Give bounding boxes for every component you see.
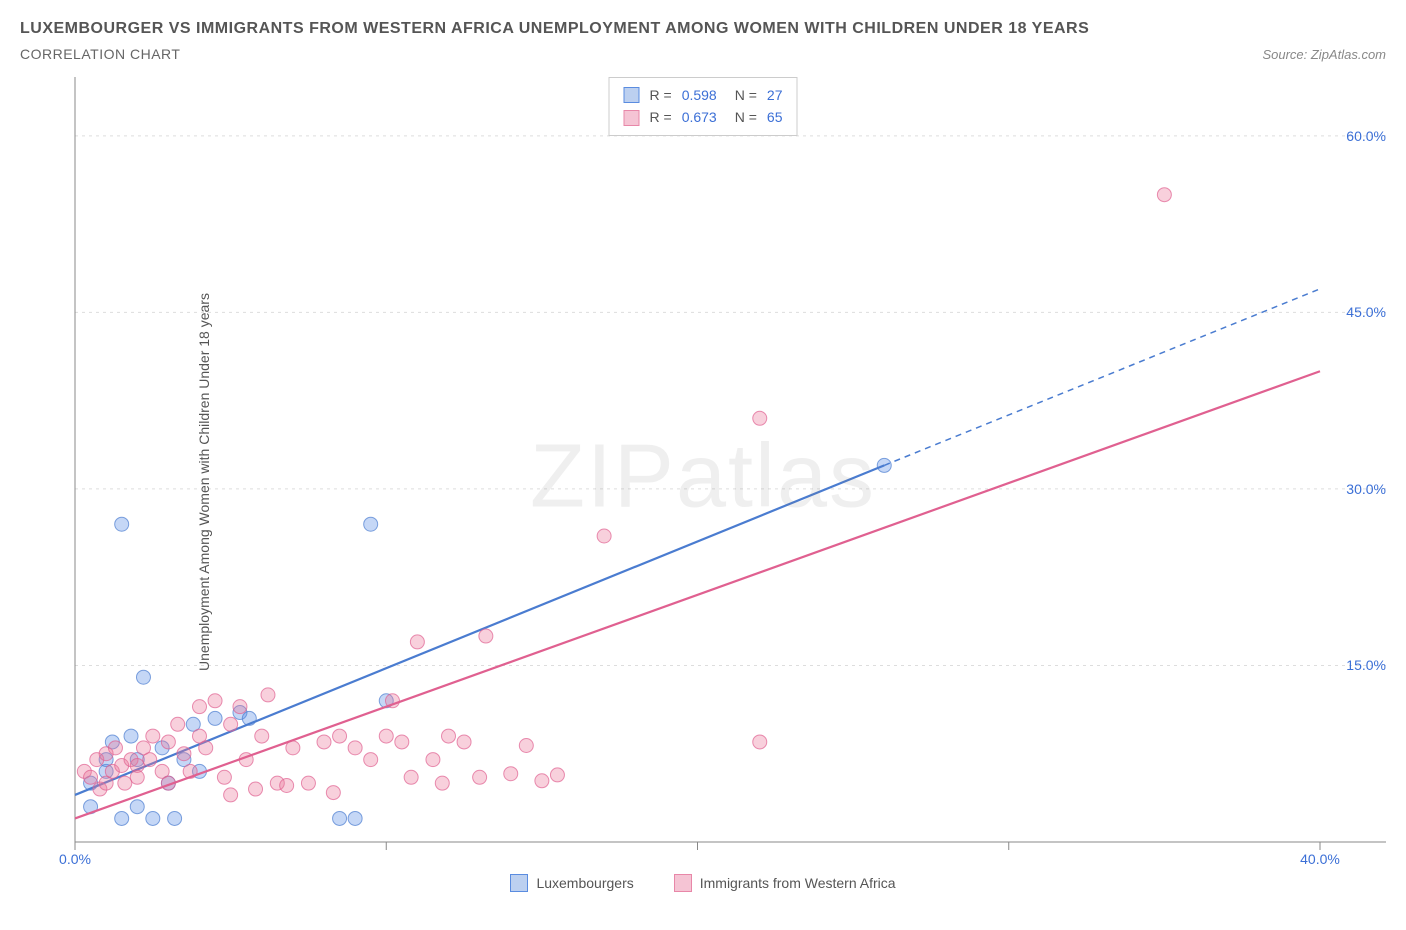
legend-item-1: Immigrants from Western Africa (674, 874, 896, 892)
chart-subtitle: CORRELATION CHART (20, 46, 180, 62)
correlation-row-1: R = 0.673N = 65 (624, 106, 783, 128)
header: LUXEMBOURGER VS IMMIGRANTS FROM WESTERN … (20, 20, 1386, 62)
x-tick-label: 40.0% (1300, 851, 1340, 867)
correlation-row-0: R = 0.598N = 27 (624, 84, 783, 106)
y-tick-label: 30.0% (1346, 481, 1386, 497)
scatter-plot (20, 72, 1386, 862)
chart-area: Unemployment Among Women with Children U… (20, 72, 1386, 892)
legend-item-0: Luxembourgers (510, 874, 633, 892)
y-tick-label: 60.0% (1346, 128, 1386, 144)
y-tick-label: 45.0% (1346, 304, 1386, 320)
legend-swatch-0 (510, 874, 528, 892)
legend-swatch-1 (674, 874, 692, 892)
correlation-legend: R = 0.598N = 27R = 0.673N = 65 (609, 77, 798, 136)
x-tick-label: 0.0% (59, 851, 91, 867)
legend-label-1: Immigrants from Western Africa (700, 875, 896, 891)
series-legend: Luxembourgers Immigrants from Western Af… (20, 874, 1386, 892)
y-tick-label: 15.0% (1346, 657, 1386, 673)
source-credit: Source: ZipAtlas.com (1262, 47, 1386, 62)
legend-label-0: Luxembourgers (536, 875, 633, 891)
y-axis-label: Unemployment Among Women with Children U… (196, 293, 212, 671)
chart-title: LUXEMBOURGER VS IMMIGRANTS FROM WESTERN … (20, 20, 1386, 38)
